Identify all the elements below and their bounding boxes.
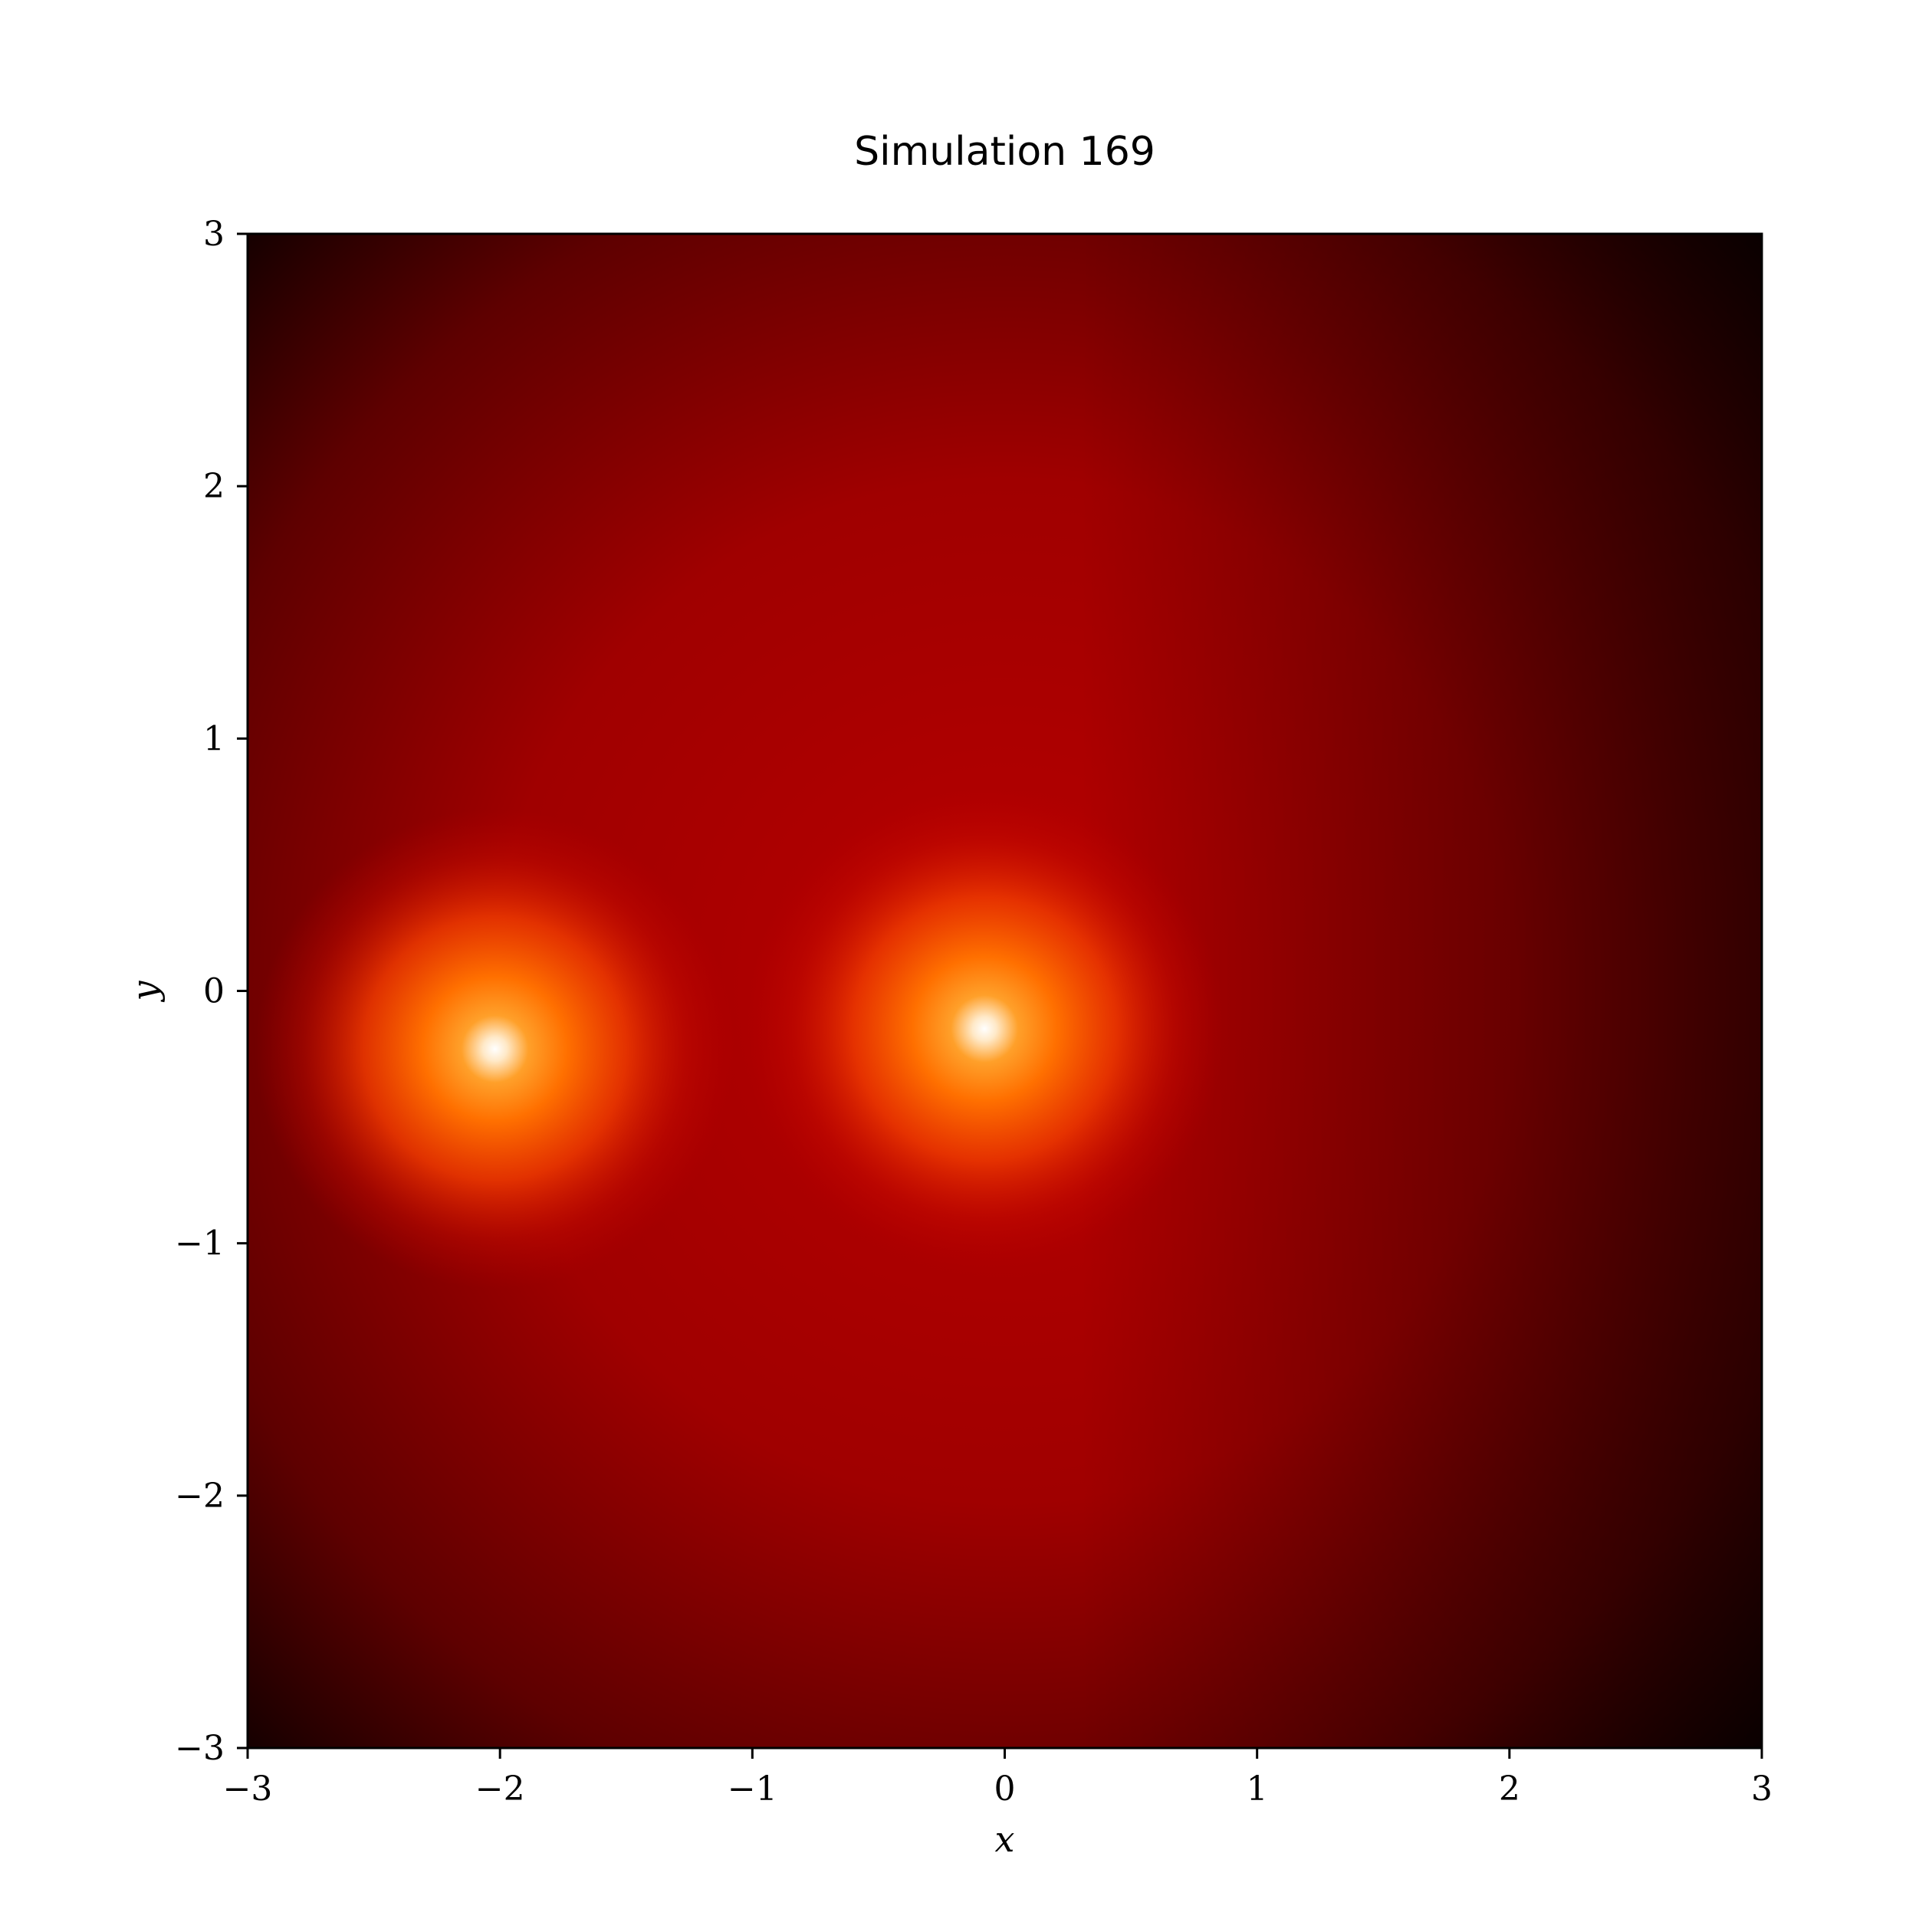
y-tick-label: 0: [203, 972, 225, 1011]
y-tick-label: −2: [175, 1477, 225, 1516]
plot-area: [248, 234, 1762, 1748]
y-tick-label: −3: [175, 1729, 225, 1768]
x-tick-label: −2: [475, 1769, 525, 1809]
x-tick-label: −1: [728, 1769, 777, 1809]
y-tick-label: 1: [203, 719, 225, 758]
x-axis: −3 −2 −1 0 1 2 3: [223, 1748, 1773, 1809]
y-axis-label: y: [124, 981, 166, 1003]
x-axis-label: x: [995, 1819, 1015, 1860]
heatmap-peak-1: [255, 809, 735, 1289]
x-tick-label: 3: [1751, 1769, 1773, 1809]
heatmap-peaks: [255, 789, 1224, 1289]
y-axis: −3 −2 −1 0 1 2 3: [175, 215, 248, 1768]
x-tick-label: 1: [1247, 1769, 1268, 1809]
x-tick-label: 0: [994, 1769, 1016, 1809]
y-tick-label: 2: [203, 467, 225, 506]
x-tick-label: −3: [223, 1769, 273, 1809]
y-tick-label: −1: [175, 1224, 225, 1263]
heatmap-peak-2: [744, 789, 1224, 1269]
chart-title: Simulation 169: [854, 129, 1155, 175]
x-tick-label: 2: [1499, 1769, 1520, 1809]
y-tick-label: 3: [203, 215, 225, 254]
